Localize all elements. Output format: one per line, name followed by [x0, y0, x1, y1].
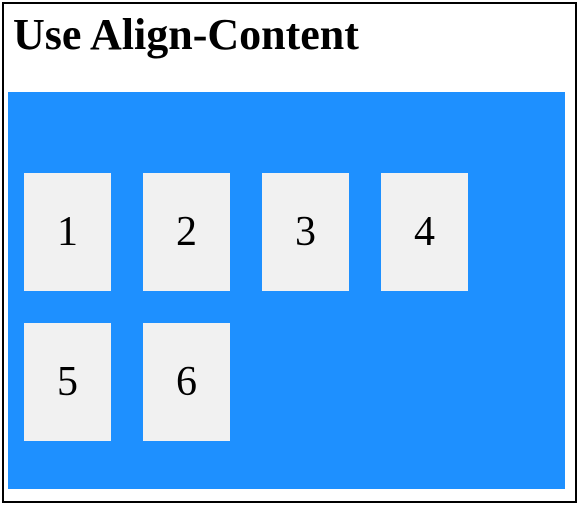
flex-item: 5 — [24, 323, 111, 441]
flex-container: 1 2 3 4 5 6 — [8, 92, 565, 489]
flex-item: 3 — [262, 173, 349, 291]
flex-item: 4 — [381, 173, 468, 291]
flex-item: 6 — [143, 323, 230, 441]
flex-item: 1 — [24, 173, 111, 291]
flex-item: 2 — [143, 173, 230, 291]
page-title: Use Align-Content — [13, 10, 359, 59]
